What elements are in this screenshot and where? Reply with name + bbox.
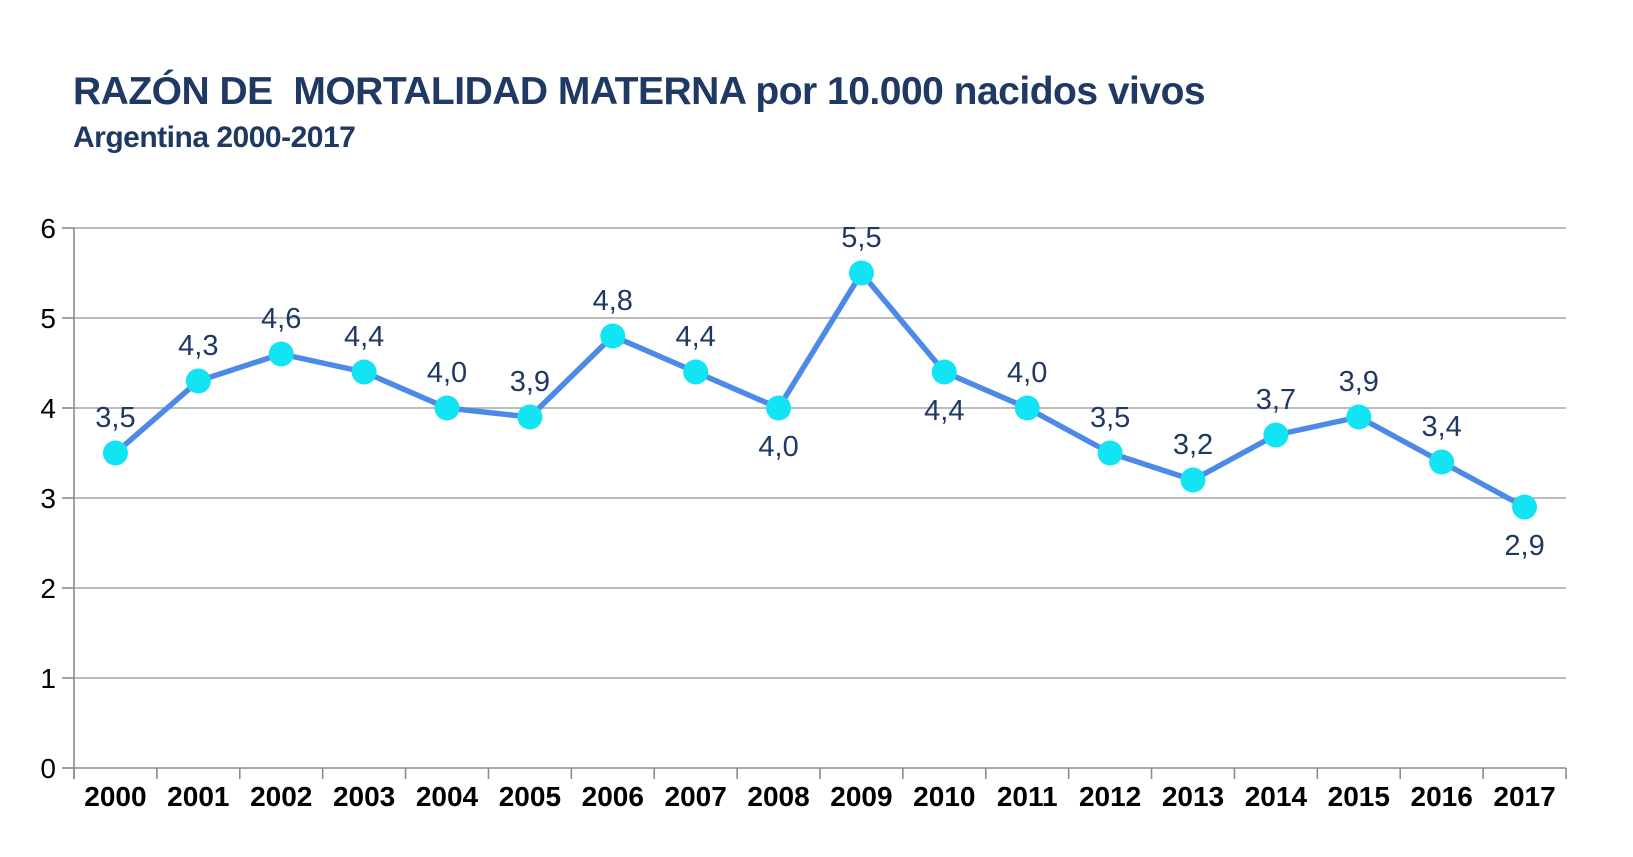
x-tick-label-2007: 2007 [665, 781, 727, 812]
value-label-2017: 2,9 [1504, 530, 1544, 562]
data-point-2016 [1429, 449, 1455, 475]
x-tick-label-2014: 2014 [1245, 781, 1308, 812]
value-label-2004: 4,0 [427, 357, 467, 389]
x-tick-label-2006: 2006 [582, 781, 644, 812]
x-tick-label-2008: 2008 [747, 781, 809, 812]
value-label-2013: 3,2 [1173, 429, 1213, 461]
data-point-2010 [931, 359, 957, 385]
data-points [102, 260, 1538, 520]
value-label-2010: 4,4 [924, 395, 964, 427]
y-tick-label-2: 2 [40, 573, 56, 604]
y-tick-label-5: 5 [40, 303, 56, 334]
value-label-2008: 4,0 [758, 431, 798, 463]
x-tick-label-2002: 2002 [250, 781, 312, 812]
data-point-2001 [185, 368, 211, 394]
value-labels: 3,5 4,3 4,6 4,4 4,0 3,9 4,8 4,4 4,0 5,5 4,4 4,0 3,5 3… [95, 222, 1544, 562]
value-label-2005: 3,9 [510, 366, 550, 398]
x-tick-label-2005: 2005 [499, 781, 561, 812]
value-label-2006: 4,8 [593, 285, 633, 317]
gridlines [74, 227, 1566, 679]
x-tick-labels: 2000 2001 2002 2003 2004 2005 2006 2007 2008 2009… [84, 781, 1555, 812]
x-tick-label-2015: 2015 [1328, 781, 1390, 812]
data-point-2012 [1097, 440, 1123, 466]
x-tick-label-2012: 2012 [1079, 781, 1141, 812]
x-tick-label-2004: 2004 [416, 781, 479, 812]
y-tick-label-0: 0 [40, 753, 56, 784]
y-tick-labels: 0 1 2 3 4 5 6 [40, 213, 56, 784]
data-point-2015 [1346, 404, 1372, 430]
data-point-2005 [517, 404, 543, 430]
x-axis-ticks [73, 768, 1567, 779]
data-point-2013 [1180, 467, 1206, 493]
data-point-2014 [1263, 422, 1289, 448]
data-point-2000 [102, 440, 128, 466]
y-tick-label-4: 4 [40, 393, 56, 424]
data-point-2004 [434, 395, 460, 421]
x-tick-label-2013: 2013 [1162, 781, 1224, 812]
x-tick-label-2011: 2011 [997, 781, 1058, 812]
x-tick-label-2003: 2003 [333, 781, 395, 812]
value-label-2002: 4,6 [261, 303, 301, 335]
x-tick-label-2016: 2016 [1411, 781, 1473, 812]
x-tick-label-2010: 2010 [913, 781, 975, 812]
value-label-2000: 3,5 [95, 402, 135, 434]
value-label-2016: 3,4 [1422, 411, 1462, 443]
y-axis-ticks [62, 227, 74, 769]
value-label-2007: 4,4 [676, 321, 716, 353]
x-tick-label-2000: 2000 [84, 781, 146, 812]
value-label-2001: 4,3 [178, 330, 218, 362]
value-label-2012: 3,5 [1090, 402, 1130, 434]
chart-subtitle: Argentina 2000-2017 [73, 121, 356, 154]
data-point-2011 [1014, 395, 1040, 421]
data-point-2006 [600, 323, 626, 349]
value-label-2011: 4,0 [1007, 357, 1047, 389]
value-label-2014: 3,7 [1256, 384, 1296, 416]
value-label-2015: 3,9 [1339, 366, 1379, 398]
chart-title: RAZÓN DE MORTALIDAD MATERNA por 10.000 n… [73, 70, 1206, 113]
value-label-2003: 4,4 [344, 321, 384, 353]
y-tick-label-6: 6 [40, 213, 56, 244]
y-tick-label-1: 1 [40, 663, 56, 694]
value-label-2009: 5,5 [841, 222, 881, 254]
data-point-2007 [683, 359, 709, 385]
data-point-2008 [766, 395, 792, 421]
series-line [112, 270, 1528, 510]
x-tick-label-2009: 2009 [830, 781, 892, 812]
data-point-2003 [351, 359, 377, 385]
data-point-2009 [848, 260, 874, 286]
y-tick-label-3: 3 [40, 483, 56, 514]
data-point-2002 [268, 341, 294, 367]
data-point-2017 [1512, 494, 1538, 520]
x-tick-label-2001: 2001 [167, 781, 229, 812]
x-tick-label-2017: 2017 [1493, 781, 1555, 812]
